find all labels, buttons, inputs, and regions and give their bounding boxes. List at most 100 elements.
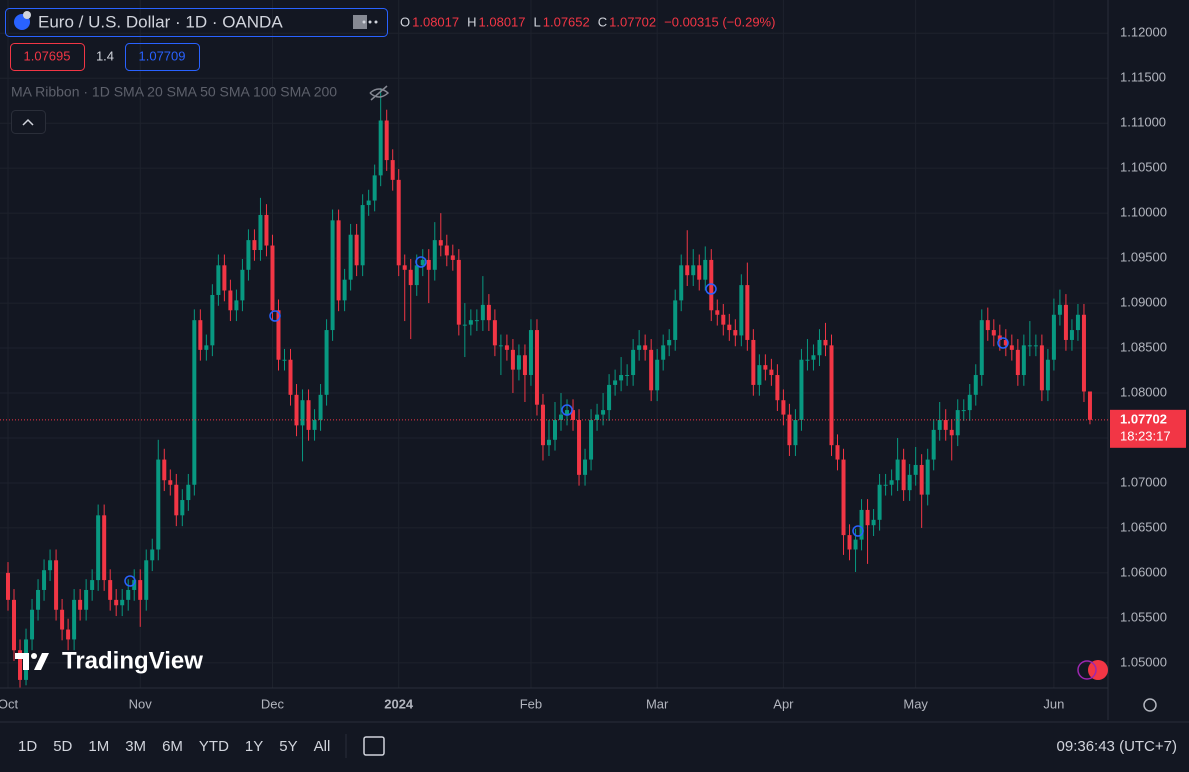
range-button[interactable]: YTD xyxy=(199,738,229,755)
candle-body xyxy=(192,320,197,485)
candle-body xyxy=(108,580,113,600)
event-marker[interactable] xyxy=(705,283,717,295)
candle-body xyxy=(36,589,41,610)
candle-body xyxy=(1027,345,1032,347)
symbol-box[interactable] xyxy=(5,8,388,37)
candle-body xyxy=(408,269,413,286)
candle-body xyxy=(378,120,383,176)
candle-body xyxy=(577,419,582,475)
candle-body xyxy=(931,429,936,460)
event-marker[interactable] xyxy=(124,575,136,587)
candle-body xyxy=(637,345,642,350)
dot[interactable] xyxy=(368,20,372,24)
candle-body xyxy=(937,419,942,430)
candle-body xyxy=(1075,314,1080,331)
candle-body xyxy=(625,375,630,377)
candle-body xyxy=(631,349,636,376)
range-button[interactable]: 3M xyxy=(125,738,146,755)
range-button[interactable]: 5D xyxy=(53,738,72,755)
range-button[interactable]: All xyxy=(314,738,331,755)
bid[interactable]: 1.07695 xyxy=(24,48,71,63)
candle-body xyxy=(444,245,449,256)
dot[interactable] xyxy=(374,20,378,24)
ask-box[interactable] xyxy=(125,43,200,71)
range-button[interactable]: 5Y xyxy=(279,738,297,755)
candle-body xyxy=(829,345,834,446)
settings-icon[interactable] xyxy=(1143,698,1157,712)
candle-body xyxy=(84,589,89,610)
candle-body xyxy=(595,414,600,420)
date-range-icon[interactable] xyxy=(363,736,385,756)
candle-body xyxy=(270,245,275,311)
candle-body xyxy=(1081,314,1086,392)
range-button[interactable]: 6M xyxy=(162,738,183,755)
collapse-button[interactable] xyxy=(11,110,46,134)
candle-body xyxy=(366,200,371,206)
event-marker[interactable] xyxy=(415,256,427,268)
ask[interactable]: 1.07709 xyxy=(139,48,186,63)
event-markers xyxy=(124,256,1009,587)
candle-body xyxy=(781,400,786,415)
event-marker[interactable] xyxy=(269,310,281,322)
candle-body xyxy=(835,445,840,460)
candle-body xyxy=(697,265,702,280)
candle-body xyxy=(30,609,35,640)
candle-body xyxy=(1003,339,1008,346)
event-marker[interactable] xyxy=(852,525,864,537)
collapse-icon[interactable] xyxy=(22,118,34,126)
range-button[interactable]: 1Y xyxy=(245,738,263,755)
candle-body xyxy=(877,484,882,520)
candle-body xyxy=(859,509,864,540)
clock[interactable]: 09:36:43 (UTC+7) xyxy=(1057,738,1177,755)
event-marker[interactable] xyxy=(997,337,1009,349)
y-tick-label: 1.08500 xyxy=(1120,339,1167,354)
hide-icon[interactable] xyxy=(369,85,390,101)
country-flag[interactable] xyxy=(1088,660,1108,680)
candle-body xyxy=(1033,345,1038,347)
candle-body xyxy=(390,160,395,180)
candle-body xyxy=(745,285,750,340)
candle-body xyxy=(673,300,678,340)
bid-box[interactable] xyxy=(10,43,85,71)
ohlc-value: 1.08017 xyxy=(412,14,459,29)
candle-body xyxy=(919,464,924,495)
candle-body xyxy=(1021,345,1026,376)
x-tick-label: Jun xyxy=(1043,696,1064,711)
events-icon[interactable] xyxy=(1077,660,1097,680)
y-tick-label: 1.11500 xyxy=(1120,70,1166,85)
x-tick-label: Apr xyxy=(773,696,794,711)
candle-body xyxy=(396,179,401,266)
candle-body xyxy=(5,572,10,600)
candle-body xyxy=(751,339,756,385)
candle-body xyxy=(817,339,822,356)
candle-body xyxy=(522,355,527,376)
candle-body xyxy=(1045,359,1050,391)
candle-body xyxy=(276,310,281,360)
watermark-logo xyxy=(15,653,49,670)
candle-body xyxy=(420,259,425,266)
range-button[interactable]: 1D xyxy=(18,738,37,755)
candle-body xyxy=(643,345,648,350)
y-tick-label: 1.05500 xyxy=(1120,609,1167,624)
dot[interactable] xyxy=(362,20,366,24)
event-marker[interactable] xyxy=(561,404,573,416)
candle-body xyxy=(414,265,419,286)
candle-body xyxy=(619,375,624,381)
candle-body xyxy=(96,515,101,581)
candle-body xyxy=(883,484,888,486)
candle-body xyxy=(228,290,233,311)
candle-body xyxy=(691,265,696,276)
candle-body xyxy=(1015,349,1020,376)
x-tick-label: Dec xyxy=(261,696,285,711)
candle-body xyxy=(384,120,389,161)
range-button[interactable]: 1M xyxy=(88,738,109,755)
ohlc-value: 1.08017 xyxy=(479,14,526,29)
candle-body xyxy=(775,375,780,401)
ohlc-label: L xyxy=(534,14,541,29)
range-buttons: 1D 5D 1M 3M 6M YTD 1Y 5Y All xyxy=(18,738,330,755)
candle-body xyxy=(1069,330,1074,340)
candle-body xyxy=(907,474,912,491)
y-tick-label: 1.08000 xyxy=(1120,384,1167,399)
candle-body xyxy=(306,400,311,430)
